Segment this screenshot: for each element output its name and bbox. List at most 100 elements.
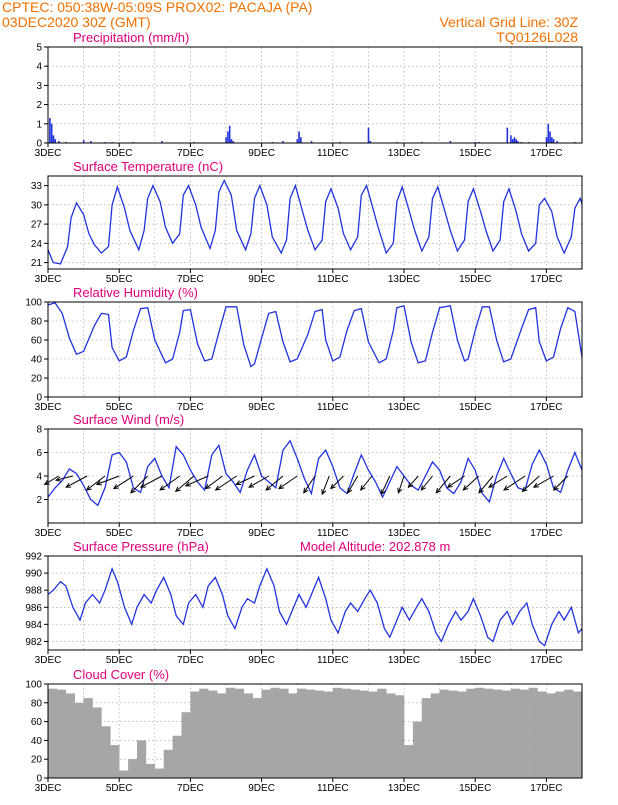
panel-rh: 0 20 40 60 80 100 3DEC 5DEC 7DEC 9DEC 11DEC 13DEC 15… xyxy=(25,285,583,413)
precip-bar xyxy=(282,141,284,143)
y-tick-label: 80 xyxy=(31,317,43,328)
wind-arrow-head xyxy=(248,482,255,488)
wind-arrow xyxy=(44,475,59,485)
cloud-bar xyxy=(137,740,147,778)
y-tick-label: 0 xyxy=(36,393,42,404)
precip-bar xyxy=(549,131,551,143)
panel-cloud: 0 20 40 60 80 100 3DEC 5DEC 7DEC 9DEC 11DEC 13DEC 15… xyxy=(25,667,583,794)
x-tick-label: 7DEC xyxy=(177,274,204,285)
x-tick-label: 13DEC xyxy=(388,655,420,666)
wind-arrow-head xyxy=(446,482,453,488)
precip-bar xyxy=(82,140,85,143)
wind-arrow xyxy=(236,475,255,485)
precip-bar xyxy=(300,137,302,143)
cloud-bar xyxy=(510,688,520,778)
y-tick-label: 6 xyxy=(36,448,42,459)
cloud-bar xyxy=(226,687,236,778)
wind-arrow xyxy=(205,475,223,490)
y-tick-label: 60 xyxy=(31,717,43,728)
wind-arrow-head xyxy=(235,480,242,485)
x-tick-label: 17DEC xyxy=(530,528,562,539)
precip-bar xyxy=(449,141,452,143)
temp-title: Surface Temperature (nC) xyxy=(73,159,223,174)
wind-arrow xyxy=(265,475,284,491)
wind-series-line xyxy=(47,439,583,507)
y-tick-label: 2 xyxy=(36,495,42,506)
plot-frame xyxy=(47,46,583,144)
wind-arrow xyxy=(65,475,88,488)
wind-arrow-head xyxy=(303,487,309,494)
precip-bar xyxy=(517,141,519,143)
rh-title: Relative Humidity (%) xyxy=(73,285,198,300)
cloud-bar xyxy=(306,689,316,778)
cloud-bar xyxy=(564,689,574,778)
cloud-bar xyxy=(217,693,227,778)
cloud-bar xyxy=(341,688,351,778)
x-tick-label: 11DEC xyxy=(317,402,349,413)
y-tick-label: 990 xyxy=(25,569,42,580)
panel-pres: 982 984 986 988 990 992 3DEC 5DEC 7DEC 9DEC 11DEC 1… xyxy=(25,539,583,666)
precip-bar xyxy=(57,141,60,143)
cloud-bar xyxy=(439,689,449,778)
cloud-bar xyxy=(395,695,405,778)
y-tick-label: 992 xyxy=(25,552,42,563)
precip-bar xyxy=(225,137,227,143)
x-tick-label: 13DEC xyxy=(388,402,420,413)
wind-arrow-head xyxy=(347,487,353,494)
cloud-bar xyxy=(74,702,84,778)
cloud-bar xyxy=(493,689,503,778)
wind-arrow xyxy=(488,475,508,488)
wind-arrow xyxy=(175,475,195,492)
cloud-bar xyxy=(252,698,262,778)
x-tick-label: 9DEC xyxy=(248,528,275,539)
precip-bar xyxy=(551,137,553,143)
x-tick-label: 3DEC xyxy=(35,148,62,159)
x-tick-label: 9DEC xyxy=(248,148,275,159)
y-tick-label: 33 xyxy=(31,181,43,192)
wind-arrow xyxy=(553,475,569,491)
y-tick-label: 4 xyxy=(36,472,42,483)
wind-arrow xyxy=(408,475,419,488)
pres-title: Surface Pressure (hPa) xyxy=(73,539,209,554)
wind-arrow xyxy=(397,475,405,493)
precip-bar xyxy=(50,123,53,143)
cloud-bar xyxy=(412,721,423,778)
wind-arrow-head xyxy=(184,481,191,487)
cloud-bar xyxy=(528,687,538,778)
cloud-bar xyxy=(172,735,182,778)
x-tick-label: 9DEC xyxy=(248,655,275,666)
cloud-bar xyxy=(430,693,440,778)
cloud-bar xyxy=(181,712,191,778)
cloud-bar xyxy=(332,687,342,778)
wind-arrow xyxy=(140,475,163,488)
precip-bar xyxy=(161,141,163,143)
header-model: TQ0126L028 xyxy=(496,29,578,45)
precip-title: Precipitation (mm/h) xyxy=(73,30,189,45)
x-tick-label: 5DEC xyxy=(106,528,133,539)
precip-bar xyxy=(369,141,372,143)
cloud-bar xyxy=(190,691,200,778)
wind-arrow-head xyxy=(95,480,102,486)
x-tick-label: 11DEC xyxy=(317,528,349,539)
wind-arrow xyxy=(96,475,120,485)
wind-arrow xyxy=(435,475,451,494)
x-tick-label: 13DEC xyxy=(388,783,420,794)
precip-bar xyxy=(513,137,516,143)
cloud-bar xyxy=(421,698,431,778)
precip-bar xyxy=(230,139,233,143)
y-tick-label: 27 xyxy=(31,220,43,231)
x-tick-label: 5DEC xyxy=(106,148,133,159)
cloud-bar xyxy=(297,688,307,778)
cloud-bar xyxy=(368,691,378,778)
y-tick-label: 982 xyxy=(25,637,42,648)
x-tick-label: 7DEC xyxy=(177,528,204,539)
header-date: 03DEC2020 30Z (GMT) xyxy=(2,14,151,30)
wind-arrow-head xyxy=(139,482,146,488)
cloud-bar xyxy=(484,688,494,778)
precip-bar xyxy=(227,131,229,143)
y-tick-label: 4 xyxy=(36,62,42,73)
precip-bar xyxy=(556,141,558,143)
precip-bar xyxy=(506,127,509,143)
cloud-bar xyxy=(154,768,164,778)
